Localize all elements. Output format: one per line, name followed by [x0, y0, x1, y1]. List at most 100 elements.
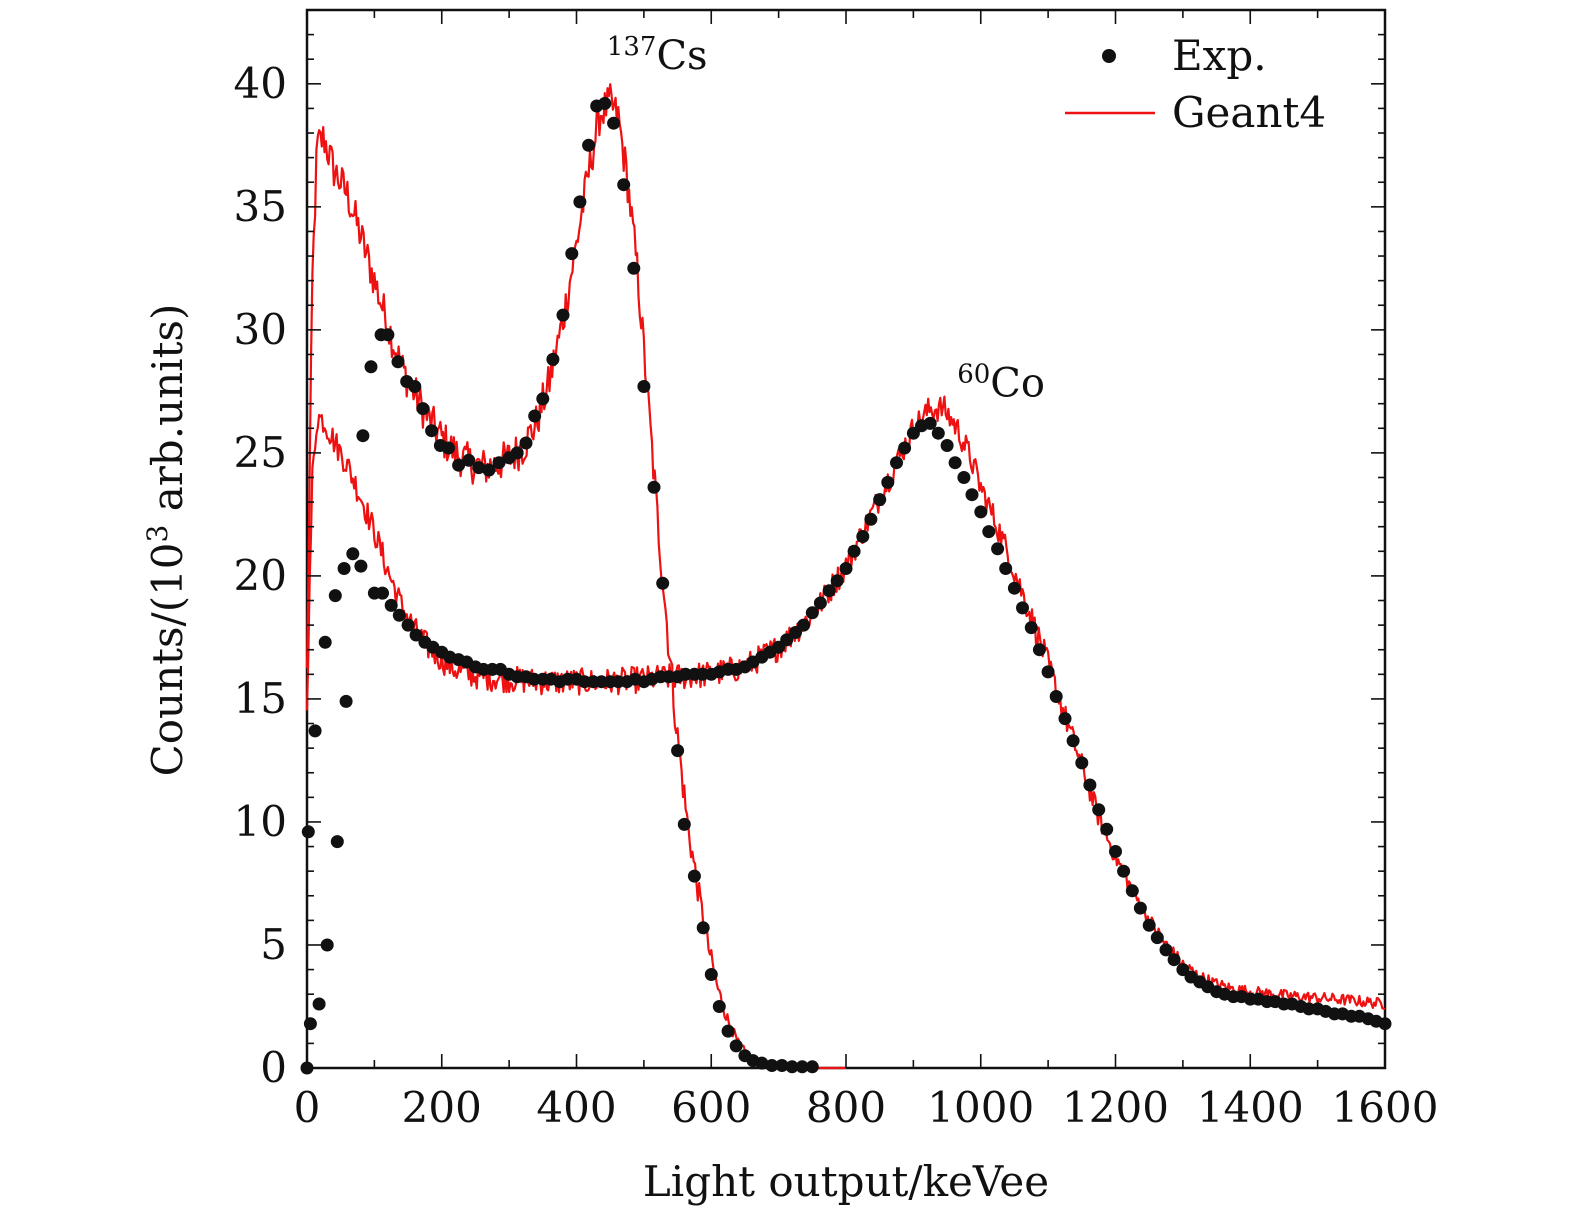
exp-point-60Co [1159, 943, 1173, 957]
exp-point-60Co [1032, 643, 1046, 657]
exp-point-60Co [974, 505, 988, 519]
exp-point-137Cs [303, 1017, 317, 1031]
exp-point-137Cs [721, 1024, 735, 1038]
exp-point-137Cs [425, 424, 439, 438]
exp-point-60Co [864, 512, 878, 526]
exp-point-137Cs [785, 1060, 799, 1074]
exp-point-137Cs [312, 997, 326, 1011]
exp-point-60Co [873, 493, 887, 507]
exp-point-137Cs [320, 938, 334, 952]
exp-point-137Cs [546, 352, 560, 366]
peak-annotation-element: Cs [656, 33, 707, 79]
exp-point-137Cs [627, 261, 641, 275]
plot-area [300, 8, 1392, 1075]
exp-point-60Co [856, 530, 870, 543]
geant4-line-60Co [305, 395, 1386, 1010]
exp-point-137Cs [712, 1000, 726, 1013]
legend: Exp. Geant4 [1065, 31, 1326, 137]
x-tick-label: 400 [536, 1083, 616, 1132]
exp-point-137Cs [647, 480, 661, 494]
exp-point-137Cs [472, 461, 486, 475]
peak-annotation: 60Co [957, 359, 1045, 406]
exp-point-60Co [1066, 734, 1080, 748]
exp-point-60Co [376, 586, 389, 600]
exp-point-60Co [805, 606, 819, 620]
exp-point-137Cs [330, 835, 344, 849]
peak-annotation-mass: 60 [957, 359, 990, 389]
exp-point-137Cs [356, 429, 370, 443]
legend-geant4-label: Geant4 [1172, 88, 1326, 137]
y-tick-label: 35 [234, 182, 287, 231]
exp-point-137Cs [318, 635, 332, 649]
exp-point-60Co [384, 598, 398, 612]
exp-point-60Co [948, 456, 962, 470]
exp-point-60Co [1133, 901, 1147, 915]
exp-point-60Co [940, 439, 954, 452]
y-tick-label: 20 [234, 551, 287, 600]
exp-point-60Co [392, 608, 406, 622]
exp-point-137Cs [573, 195, 587, 209]
exp-point-137Cs [328, 589, 342, 603]
x-tick-label: 800 [806, 1083, 886, 1132]
y-tick-label: 30 [234, 305, 287, 354]
exp-point-137Cs [607, 116, 621, 130]
exp-point-60Co [1167, 953, 1181, 967]
exp-point-137Cs [308, 724, 322, 738]
exp-point-60Co [797, 618, 811, 632]
exp-point-60Co [847, 544, 861, 558]
x-tick-label: 0 [294, 1083, 321, 1132]
plot-frame [305, 8, 1387, 1070]
exp-point-60Co [1083, 778, 1097, 792]
y-tick-label: 10 [234, 797, 287, 846]
exp-point-60Co [890, 456, 903, 470]
peak-annotations: 137Cs 60Co [607, 32, 1045, 406]
exp-point-60Co [931, 426, 945, 440]
legend-exp-marker [1102, 49, 1116, 63]
peak-annotation-element: Co [990, 360, 1045, 406]
exp-point-137Cs [337, 562, 351, 575]
exp-point-60Co [982, 525, 996, 539]
exp-point-60Co [839, 562, 853, 575]
peak-annotation: 137Cs [607, 32, 708, 79]
exp-point-137Cs [671, 744, 685, 758]
exp-point-137Cs [301, 825, 315, 839]
exp-point-137Cs [696, 921, 710, 935]
exp-point-137Cs [364, 360, 378, 374]
exp-point-60Co [999, 562, 1013, 575]
exp-point-137Cs [755, 1056, 769, 1070]
exp-point-60Co [1092, 803, 1106, 817]
exp-point-137Cs [391, 355, 405, 369]
exp-point-137Cs [442, 441, 455, 455]
y-tick-label: 0 [260, 1043, 287, 1092]
exp-point-137Cs [354, 559, 368, 573]
x-tick-label: 200 [402, 1083, 482, 1132]
exp-point-60Co [881, 475, 895, 489]
axis-tick-labels: 0 200 400 600 800 1000 1200 1400 1600 0 5 10 15 20 25 3… [234, 59, 1439, 1132]
exp-point-60Co [1016, 601, 1029, 615]
exp-point-137Cs [452, 458, 466, 472]
exp-point-60Co [991, 542, 1005, 556]
exp-point-60Co [780, 633, 794, 647]
y-tick-label: 25 [234, 428, 287, 477]
exp-point-137Cs [381, 328, 395, 342]
y-axis-title-prefix: Counts/(10 [143, 542, 192, 776]
exp-point-60Co [830, 574, 844, 588]
exp-point-137Cs [556, 308, 570, 322]
exp-point-60Co [957, 471, 971, 484]
exp-point-137Cs [795, 1060, 809, 1074]
exp-point-137Cs [462, 453, 476, 467]
x-tick-label: 1600 [1332, 1083, 1439, 1132]
exp-point-137Cs [346, 547, 360, 561]
exp-point-60Co [1100, 822, 1114, 836]
geant4-series-group [305, 83, 1386, 1070]
x-tick-label: 1000 [927, 1083, 1034, 1132]
exp-point-137Cs [617, 178, 631, 192]
peak-annotation-mass: 137 [607, 32, 657, 62]
x-tick-label: 1400 [1197, 1083, 1304, 1132]
exp-point-60Co [1058, 712, 1072, 726]
exp-point-60Co [822, 584, 836, 598]
legend-exp-label: Exp. [1172, 31, 1267, 80]
exp-point-137Cs [528, 409, 542, 423]
exp-point-60Co [1041, 665, 1055, 679]
